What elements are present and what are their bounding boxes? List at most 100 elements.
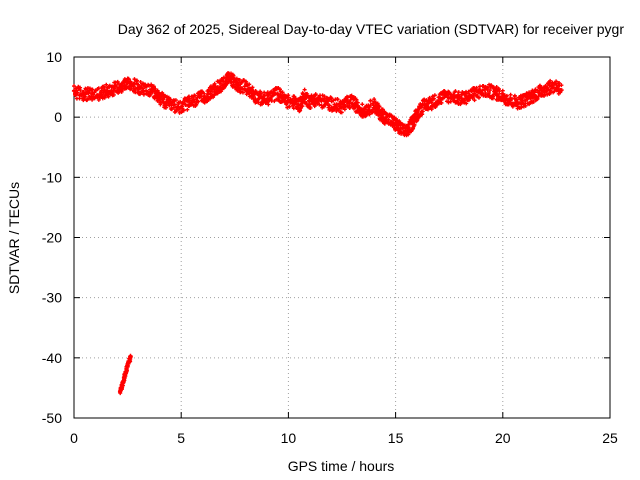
- data-point: [101, 85, 106, 90]
- data-point: [304, 101, 309, 106]
- data-point: [551, 85, 556, 90]
- x-tick-label: 5: [177, 430, 185, 446]
- data-point: [481, 93, 486, 98]
- data-point: [202, 93, 207, 98]
- data-point: [448, 99, 453, 104]
- data-point: [294, 104, 299, 109]
- data-point: [362, 109, 367, 114]
- data-point: [285, 105, 290, 110]
- data-point: [354, 97, 359, 102]
- data-point: [238, 89, 243, 94]
- data-points: [71, 71, 564, 396]
- data-point: [335, 97, 340, 102]
- data-point: [135, 78, 140, 83]
- data-point: [240, 86, 245, 91]
- data-point: [185, 107, 190, 112]
- data-point: [104, 82, 109, 87]
- data-point: [84, 98, 89, 103]
- data-point: [412, 123, 417, 128]
- data-point: [472, 98, 477, 103]
- data-point: [138, 79, 143, 84]
- data-point: [483, 90, 488, 95]
- data-point: [331, 98, 336, 103]
- y-tick-label: -40: [42, 350, 62, 366]
- data-point: [525, 97, 530, 102]
- data-point: [360, 102, 365, 107]
- data-point: [282, 98, 287, 103]
- data-point: [266, 102, 271, 107]
- x-tick-label: 15: [388, 430, 404, 446]
- x-tick-label: 25: [602, 430, 618, 446]
- data-point: [446, 100, 451, 105]
- data-point: [206, 92, 211, 97]
- data-point: [317, 102, 322, 107]
- data-point: [96, 97, 101, 102]
- data-point: [527, 101, 532, 106]
- y-tick-label: 10: [46, 49, 62, 65]
- data-point: [173, 98, 178, 103]
- data-point: [519, 105, 524, 110]
- data-point: [315, 100, 320, 105]
- data-point: [235, 80, 240, 85]
- data-point: [212, 81, 217, 86]
- data-point: [557, 80, 562, 85]
- data-point: [175, 104, 180, 109]
- data-point: [456, 90, 461, 95]
- data-point: [356, 103, 361, 108]
- data-point: [430, 94, 435, 99]
- data-point: [244, 80, 249, 85]
- data-point: [339, 110, 344, 115]
- data-point: [452, 98, 457, 103]
- data-point: [151, 84, 156, 89]
- y-tick-label: 0: [54, 109, 62, 125]
- data-point: [382, 109, 387, 114]
- data-point: [420, 109, 425, 114]
- data-point: [453, 89, 458, 94]
- data-point: [367, 112, 372, 117]
- data-point: [300, 104, 305, 109]
- data-point: [302, 97, 307, 102]
- data-point: [113, 80, 118, 85]
- data-point: [546, 87, 551, 92]
- data-point: [215, 91, 220, 96]
- data-point: [532, 89, 537, 94]
- data-point: [120, 88, 125, 93]
- data-point: [258, 91, 263, 96]
- y-axis-label: SDTVAR / TECUs: [6, 182, 22, 294]
- data-point: [470, 95, 475, 100]
- data-point: [192, 93, 197, 98]
- x-tick-label: 20: [495, 430, 511, 446]
- data-point: [548, 78, 553, 83]
- data-point: [172, 102, 177, 107]
- y-tick-label: -50: [42, 410, 62, 426]
- data-point: [520, 98, 525, 103]
- data-point: [286, 93, 291, 98]
- data-point: [370, 107, 375, 112]
- data-point: [507, 99, 512, 104]
- data-point: [559, 83, 564, 88]
- data-point: [552, 89, 557, 94]
- data-point: [377, 104, 382, 109]
- data-point: [183, 102, 188, 107]
- data-point: [327, 103, 332, 108]
- data-point: [523, 103, 528, 108]
- data-point: [347, 106, 352, 111]
- data-point: [490, 96, 495, 101]
- data-point: [531, 99, 536, 104]
- data-point: [249, 87, 254, 92]
- data-point: [111, 92, 116, 97]
- data-point: [208, 96, 213, 101]
- data-point: [458, 101, 463, 106]
- axis-ticks: 0 5 10 15 20 25 -50 -40 -30 -20 -10 0 10: [42, 49, 618, 446]
- data-point: [472, 91, 477, 96]
- data-point: [115, 79, 120, 84]
- data-point: [90, 87, 95, 92]
- data-point: [126, 76, 131, 81]
- data-point: [474, 85, 479, 90]
- data-point: [78, 88, 83, 93]
- data-point: [240, 90, 245, 95]
- data-point: [181, 108, 186, 113]
- data-point: [325, 102, 330, 107]
- data-point: [283, 96, 288, 101]
